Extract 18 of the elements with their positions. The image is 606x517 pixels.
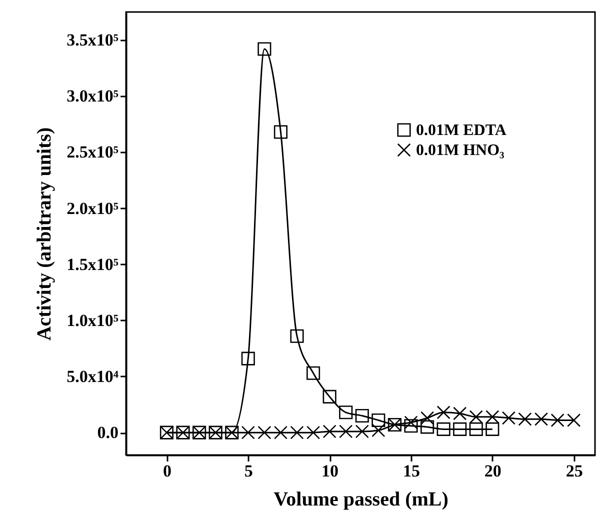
y-tick-label: 1.5x10⁵	[66, 254, 118, 274]
y-tick-label: 2.0x10⁵	[66, 198, 118, 218]
y-tick-label: 1.0x10⁵	[66, 310, 118, 330]
y-tick-label: 3.0x10⁵	[66, 86, 118, 106]
x-axis-title: Volume passed (mL)	[274, 488, 448, 510]
y-tick-label: 3.5x10⁵	[66, 30, 118, 50]
y-tick-label: 2.5x10⁵	[66, 142, 118, 162]
x-tick-label: 5	[244, 462, 253, 480]
legend-label: 0.01M HNO₃	[416, 142, 505, 159]
legend-label: 0.01M EDTA	[416, 122, 507, 139]
y-axis-title: Activity (arbitrary units)	[34, 127, 56, 341]
x-tick-label: 0	[162, 462, 172, 480]
y-tick-label: 5.0x10⁴	[66, 366, 118, 386]
x-tick-label: 20	[484, 462, 502, 480]
x-tick-label: 10	[322, 462, 339, 480]
x-tick-label: 15	[402, 462, 420, 480]
y-tick-label: 0.0	[97, 423, 118, 442]
x-tick-label: 25	[566, 462, 583, 480]
